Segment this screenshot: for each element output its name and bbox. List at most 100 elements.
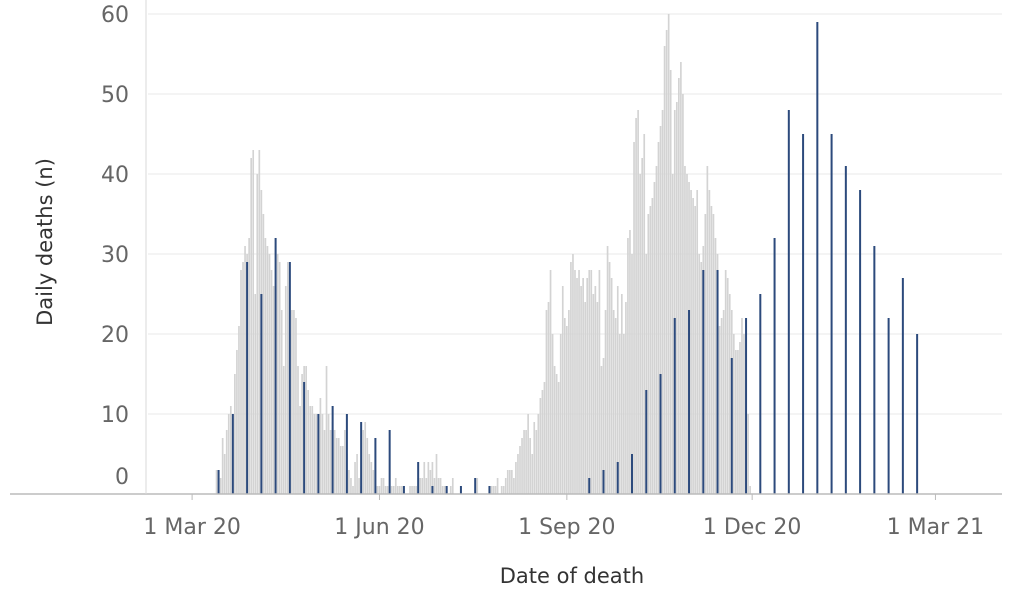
daily-bar <box>301 374 303 494</box>
daily-bar <box>700 262 703 494</box>
daily-bar <box>596 302 599 494</box>
daily-bar <box>741 318 743 494</box>
weekly-bar <box>659 374 662 494</box>
daily-bar <box>555 374 558 494</box>
daily-bar <box>390 486 393 494</box>
daily-bar <box>278 262 281 494</box>
weekly-bar <box>716 270 719 494</box>
daily-bar <box>747 414 749 494</box>
daily-bar <box>421 478 424 494</box>
weekly-bar <box>588 478 591 494</box>
daily-bar <box>586 278 589 494</box>
daily-bar <box>476 478 479 494</box>
weekly-bar <box>331 406 334 494</box>
weekly-bar <box>745 318 748 494</box>
daily-bar <box>714 238 717 494</box>
daily-bar <box>423 462 426 494</box>
weekly-bar <box>360 422 363 494</box>
y-tick-label: 60 <box>101 3 129 28</box>
daily-bar <box>657 142 660 494</box>
daily-bar <box>311 406 314 494</box>
daily-bar <box>708 190 711 494</box>
daily-bar <box>411 486 413 494</box>
weekly-bar <box>759 294 762 494</box>
daily-bar <box>637 110 639 494</box>
daily-bar <box>641 158 644 494</box>
weekly-bar <box>816 22 819 494</box>
daily-bar <box>333 430 336 494</box>
x-axis-title: Date of death <box>500 564 644 588</box>
daily-bar <box>291 310 293 494</box>
weekly-bar <box>260 294 263 494</box>
daily-bar <box>242 262 244 494</box>
daily-bar <box>623 334 625 494</box>
x-tick-label: 1 Mar 21 <box>887 515 985 540</box>
daily-bar <box>339 446 342 494</box>
daily-bar <box>667 14 670 494</box>
weekly-bar <box>445 486 448 494</box>
daily-bar <box>580 286 582 494</box>
weekly-bar <box>288 262 291 494</box>
daily-bar <box>358 478 360 494</box>
daily-bar <box>572 254 574 494</box>
daily-bar <box>515 462 517 494</box>
x-tick-label: 1 Mar 20 <box>143 515 241 540</box>
daily-bar <box>244 246 246 494</box>
y-tick-label: 20 <box>101 323 129 348</box>
daily-bar <box>576 278 578 494</box>
weekly-bar <box>802 134 805 494</box>
daily-bar <box>722 310 725 494</box>
daily-bar <box>325 366 328 494</box>
daily-bar <box>337 438 340 494</box>
daily-bar <box>710 206 713 494</box>
daily-bar <box>616 286 619 494</box>
y-tick-label: 40 <box>101 163 129 188</box>
daily-bar <box>219 478 222 494</box>
daily-bar <box>547 302 550 494</box>
daily-bar <box>618 334 621 494</box>
daily-bar <box>588 270 591 494</box>
daily-bar <box>639 174 641 494</box>
daily-bar <box>592 294 595 494</box>
daily-bar <box>425 478 428 494</box>
daily-bar <box>441 486 444 494</box>
daily-bar <box>376 486 379 494</box>
daily-bar <box>368 454 371 494</box>
weekly-bar <box>303 382 306 494</box>
daily-bar <box>494 486 497 494</box>
daily-bar <box>680 62 682 494</box>
daily-bar <box>449 486 452 494</box>
y-tick-labels: 0 10 20 30 40 50 60 <box>101 3 129 490</box>
daily-bar <box>299 406 301 494</box>
daily-bar <box>262 214 265 494</box>
daily-bar <box>240 270 242 494</box>
daily-bar <box>362 430 365 494</box>
daily-bar <box>682 94 684 494</box>
daily-bar <box>653 182 656 494</box>
daily-bar <box>364 422 367 494</box>
daily-bar <box>551 334 554 494</box>
daily-bar <box>720 318 723 494</box>
daily-bar <box>735 350 737 494</box>
daily-bar <box>737 350 739 494</box>
daily-bar <box>543 382 546 494</box>
daily-bar <box>661 110 664 494</box>
weekly-bar <box>459 486 462 494</box>
daily-bar <box>323 430 326 494</box>
daily-bar <box>258 150 261 494</box>
daily-bar <box>600 366 603 494</box>
daily-bar <box>545 310 548 494</box>
daily-bar <box>293 310 295 494</box>
daily-bar <box>645 254 648 494</box>
weekly-bar <box>787 110 790 494</box>
daily-bar <box>629 230 631 494</box>
daily-bar <box>561 286 564 494</box>
daily-bar <box>443 486 446 494</box>
daily-bar <box>610 278 613 494</box>
weekly-bar <box>673 318 676 494</box>
daily-bar <box>606 246 609 494</box>
daily-bar <box>535 430 538 494</box>
daily-bar <box>508 470 511 494</box>
daily-bar <box>264 238 267 494</box>
